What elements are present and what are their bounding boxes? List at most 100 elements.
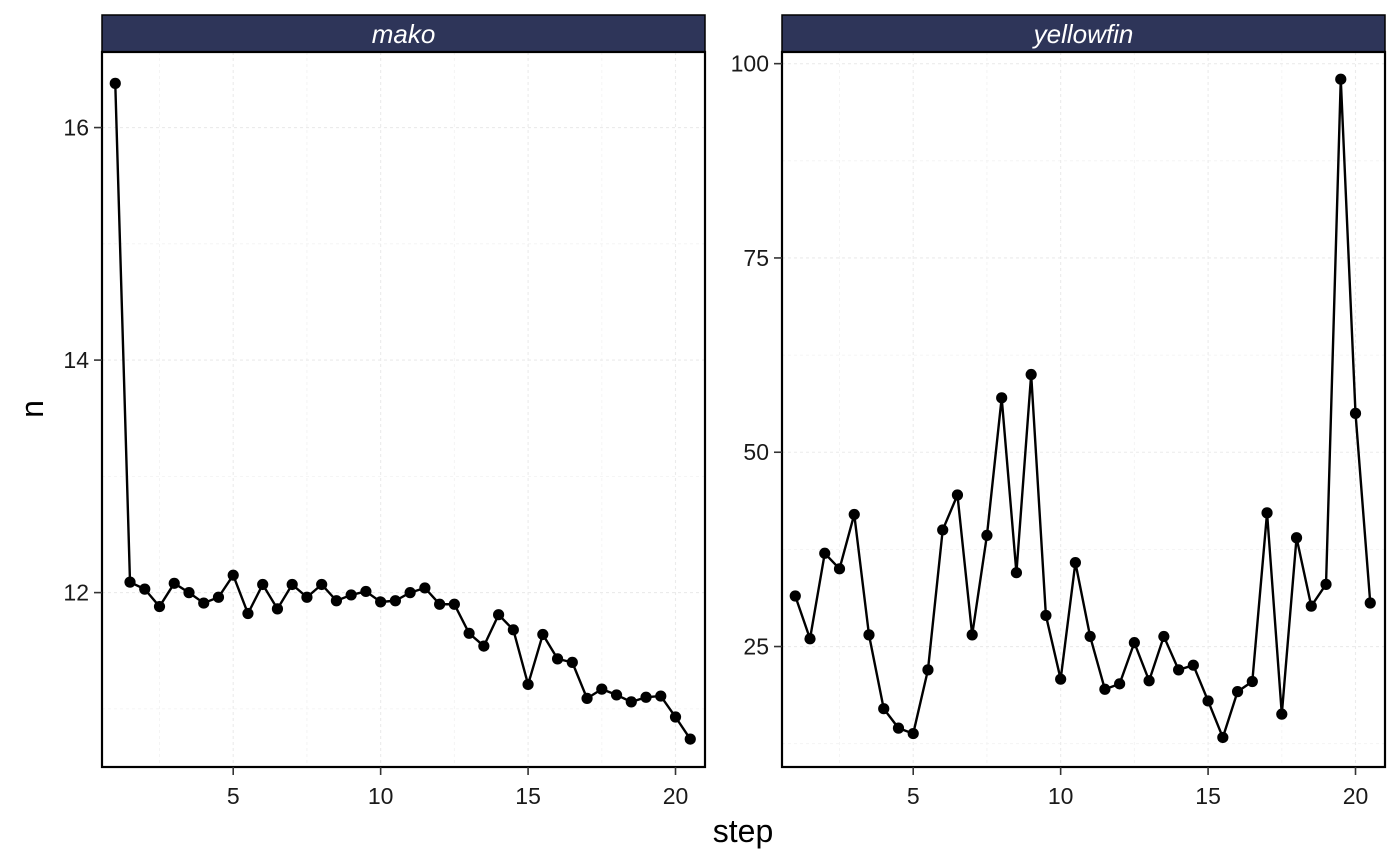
- x-tick-label: 20: [1343, 783, 1369, 809]
- data-point-yellowfin: [981, 529, 993, 542]
- gridlines-yellowfin: [782, 52, 1385, 767]
- data-point-mako: [596, 683, 608, 695]
- data-point-mako: [212, 591, 225, 603]
- data-point-mako: [257, 578, 269, 591]
- data-point-mako: [581, 692, 593, 705]
- series-mako: [109, 77, 696, 745]
- y-tick-label: 25: [743, 634, 769, 660]
- data-point-yellowfin: [863, 629, 875, 641]
- series-line-yellowfin: [794, 77, 1372, 739]
- data-point-mako: [625, 696, 637, 708]
- x-axis-title: step: [713, 813, 773, 849]
- data-point-mako: [153, 600, 166, 613]
- data-point-mako: [316, 578, 328, 591]
- x-tick-label: 5: [227, 783, 240, 809]
- strip-background-mako: [101, 14, 706, 53]
- data-point-yellowfin: [1187, 659, 1199, 671]
- data-point-mako: [198, 597, 210, 609]
- x-tick-label: 5: [907, 783, 920, 809]
- data-point-mako: [389, 595, 401, 607]
- data-point-mako: [139, 583, 151, 595]
- series-line-mako: [114, 83, 692, 740]
- data-point-yellowfin: [922, 664, 934, 676]
- data-point-yellowfin: [804, 633, 816, 645]
- data-point-mako: [330, 595, 343, 607]
- data-point-mako: [109, 77, 121, 89]
- data-point-yellowfin: [1158, 630, 1170, 643]
- data-point-yellowfin: [1335, 73, 1347, 85]
- panel-border-mako: [100, 50, 707, 769]
- data-point-mako: [566, 656, 578, 668]
- facet-panel-mako: mako 12 14 16 5 10 15 20: [63, 14, 707, 809]
- y-axis-yellowfin: 25 50 75 100: [731, 51, 782, 660]
- data-point-yellowfin: [1305, 600, 1317, 612]
- data-point-yellowfin: [848, 508, 860, 521]
- data-point-mako: [168, 577, 180, 589]
- data-point-mako: [124, 576, 136, 588]
- data-point-mako: [463, 627, 475, 639]
- data-point-yellowfin: [1202, 695, 1214, 707]
- data-point-mako: [684, 733, 696, 745]
- data-point-mako: [286, 578, 298, 591]
- data-point-yellowfin: [1055, 673, 1067, 685]
- data-point-mako: [492, 609, 505, 621]
- data-point-yellowfin: [1217, 731, 1229, 744]
- data-point-mako: [551, 653, 564, 665]
- data-point-yellowfin: [819, 547, 831, 559]
- data-point-mako: [640, 691, 652, 703]
- data-point-yellowfin: [1025, 368, 1037, 381]
- data-point-mako: [669, 711, 682, 723]
- data-point-yellowfin: [892, 722, 905, 734]
- x-tick-label: 20: [663, 783, 689, 809]
- x-tick-label: 15: [515, 783, 541, 809]
- data-point-yellowfin: [1114, 678, 1126, 690]
- data-point-mako: [242, 607, 254, 620]
- data-point-yellowfin: [996, 392, 1008, 404]
- data-point-yellowfin: [833, 563, 846, 575]
- data-point-yellowfin: [878, 703, 890, 715]
- y-tick-label: 14: [63, 347, 89, 373]
- data-point-yellowfin: [937, 524, 949, 536]
- x-axis-yellowfin: 5 10 15 20: [907, 767, 1368, 809]
- panel-border-yellowfin: [780, 50, 1387, 769]
- data-point-mako: [375, 596, 387, 608]
- x-tick-label: 10: [368, 783, 394, 809]
- y-tick-label: 12: [63, 580, 89, 606]
- data-point-mako: [434, 598, 446, 610]
- data-point-yellowfin: [1040, 609, 1052, 622]
- data-point-mako: [655, 690, 667, 702]
- data-point-mako: [537, 628, 549, 641]
- data-point-yellowfin: [1128, 637, 1140, 649]
- gridlines-mako: [102, 52, 705, 767]
- data-point-mako: [345, 589, 357, 601]
- data-point-yellowfin: [1276, 708, 1288, 720]
- facet-panel-yellowfin: yellowfin 25 50 75 100 5 10 15 20: [731, 14, 1387, 809]
- y-tick-label: 75: [743, 245, 769, 271]
- data-point-mako: [522, 678, 534, 691]
- data-point-yellowfin: [1069, 557, 1081, 569]
- x-axis-mako: 5 10 15 20: [227, 767, 688, 809]
- strip-label-yellowfin: yellowfin: [1032, 19, 1134, 49]
- data-point-mako: [360, 585, 372, 598]
- data-point-yellowfin: [789, 590, 801, 602]
- strip-label-mako: mako: [372, 19, 436, 49]
- data-point-mako: [271, 603, 284, 615]
- data-point-mako: [404, 587, 416, 599]
- data-point-mako: [610, 689, 623, 701]
- data-point-yellowfin: [1349, 407, 1362, 419]
- data-point-yellowfin: [1084, 630, 1096, 643]
- data-point-yellowfin: [951, 489, 964, 501]
- data-point-mako: [448, 598, 460, 610]
- data-point-yellowfin: [1364, 597, 1376, 609]
- data-point-yellowfin: [1231, 686, 1244, 698]
- data-point-yellowfin: [966, 629, 978, 641]
- data-point-yellowfin: [1172, 664, 1185, 676]
- data-point-yellowfin: [1290, 532, 1303, 544]
- data-point-mako: [183, 587, 195, 599]
- data-point-yellowfin: [1143, 675, 1155, 687]
- x-tick-label: 15: [1195, 783, 1221, 809]
- y-tick-label: 50: [743, 439, 769, 465]
- y-axis-mako: 12 14 16: [63, 115, 102, 606]
- data-point-yellowfin: [907, 727, 919, 740]
